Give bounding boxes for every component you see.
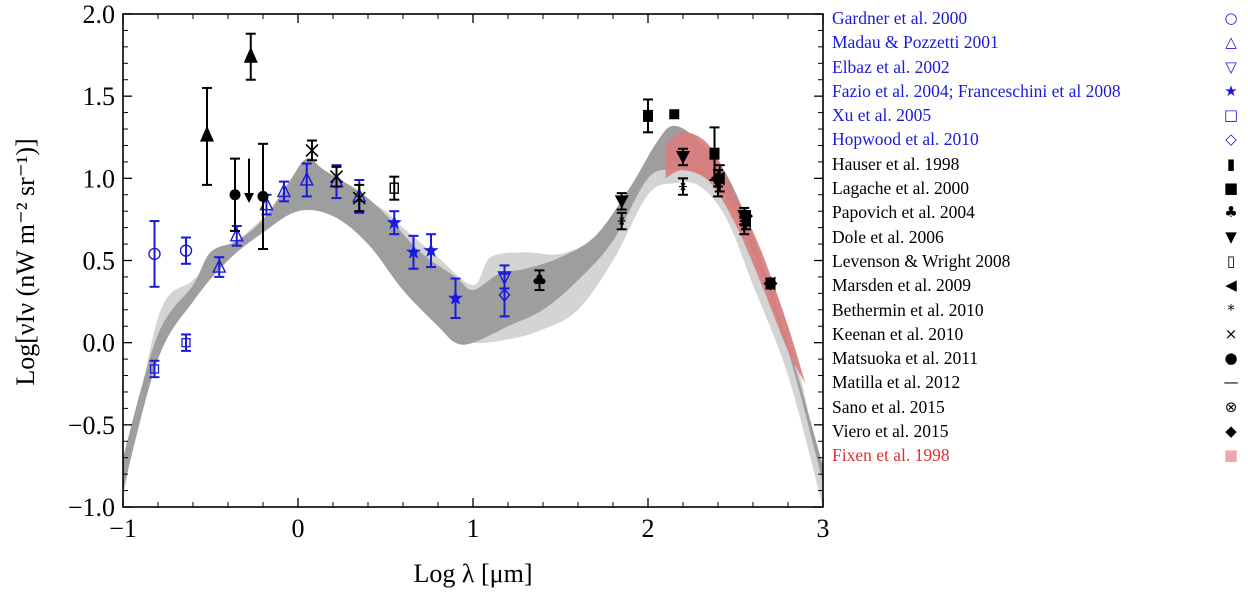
- legend-label: Viero et al. 2015: [832, 421, 949, 441]
- upper-limit-point: [200, 88, 214, 185]
- legend-symbol-icon: ▽: [1218, 55, 1244, 79]
- data-point: [669, 109, 679, 119]
- marker-triangle-up: [200, 126, 214, 142]
- legend-item: Levenson & Wright 2008 ▯: [832, 249, 1244, 273]
- legend-symbol-icon: ⊗: [1218, 395, 1244, 419]
- legend-symbol-icon: ○: [1218, 6, 1244, 30]
- legend-item: Matsuoka et al. 2011 ●: [832, 346, 1244, 370]
- legend-symbol-icon: ♣: [1218, 200, 1244, 224]
- legend: Gardner et al. 2000 ○ Madau & Pozzetti 200…: [832, 6, 1244, 468]
- data-point: [181, 334, 191, 350]
- data-point: [643, 99, 653, 132]
- legend-symbol-icon: ×: [1218, 322, 1244, 346]
- x-tick-label: 2: [642, 514, 655, 543]
- legend-label: Matilla et al. 2012: [832, 372, 960, 392]
- data-point: [149, 221, 160, 287]
- legend-item: Dole et al. 2006 ▼: [832, 225, 1244, 249]
- legend-symbol-icon: ▮: [1218, 152, 1244, 176]
- legend-item: Fixen et al. 1998 ■: [832, 443, 1244, 467]
- marker-rect-tall: [643, 110, 653, 122]
- legend-item: Hopwood et al. 2010 ◇: [832, 127, 1244, 151]
- legend-item: Matilla et al. 2012 —: [832, 370, 1244, 394]
- legend-symbol-icon: ◀: [1218, 273, 1244, 297]
- legend-symbol-icon: ■: [1218, 176, 1244, 200]
- data-point: [181, 237, 192, 263]
- y-tick-label: 0.0: [83, 329, 116, 358]
- marker-rect-tall: [710, 148, 720, 160]
- legend-item: Bethermin et al. 2010 *: [832, 298, 1244, 322]
- legend-symbol-icon: ★: [1218, 79, 1244, 103]
- legend-label: Elbaz et al. 2002: [832, 57, 950, 77]
- legend-item: Gardner et al. 2000 ○: [832, 6, 1244, 30]
- legend-label: Bethermin et al. 2010: [832, 300, 984, 320]
- legend-label: Keenan et al. 2010: [832, 324, 963, 344]
- y-tick-label: −1.0: [68, 493, 115, 522]
- legend-item: Keenan et al. 2010 ×: [832, 322, 1244, 346]
- y-tick-label: 1.0: [83, 164, 116, 193]
- legend-item: Fazio et al. 2004; Franceschini et al 20…: [832, 79, 1244, 103]
- y-tick-label: 1.5: [83, 82, 116, 111]
- x-axis-title: Log λ [μm]: [414, 559, 533, 588]
- legend-item: Papovich et al. 2004 ♣: [832, 200, 1244, 224]
- legend-label: Sano et al. 2015: [832, 397, 945, 417]
- legend-symbol-icon: ●: [1218, 346, 1244, 370]
- legend-symbol-icon: □: [1218, 103, 1244, 127]
- legend-symbol-icon: —: [1218, 370, 1244, 394]
- upper-limit-point: [244, 34, 258, 80]
- legend-symbol-icon: ▯: [1218, 249, 1244, 273]
- legend-item: Viero et al. 2015 ◆: [832, 419, 1244, 443]
- marker-circle-filled: [258, 191, 269, 202]
- legend-label: Lagache et al. 2000: [832, 178, 969, 198]
- legend-label: Fixen et al. 1998: [832, 445, 950, 465]
- upper-limit-point: [244, 159, 254, 203]
- limit-arrow-head: [244, 193, 254, 203]
- legend-label: Hauser et al. 1998: [832, 154, 959, 174]
- x-tick-label: 3: [817, 514, 830, 543]
- legend-symbol-icon: ◆: [1218, 419, 1244, 443]
- legend-symbol-icon: ◇: [1218, 127, 1244, 151]
- legend-item: Sano et al. 2015 ⊗: [832, 395, 1244, 419]
- data-point: [739, 209, 753, 223]
- legend-symbol-icon: △: [1218, 30, 1244, 54]
- legend-symbol-icon: ▼: [1218, 225, 1244, 249]
- legend-item: Madau & Pozzetti 2001 △: [832, 30, 1244, 54]
- data-point: [389, 177, 399, 200]
- legend-item: Xu et al. 2005 □: [832, 103, 1244, 127]
- y-tick-label: 0.5: [83, 247, 116, 276]
- legend-label: Dole et al. 2006: [832, 227, 944, 247]
- legend-item: Hauser et al. 1998 ▮: [832, 152, 1244, 176]
- legend-item: Elbaz et al. 2002 ▽: [832, 55, 1244, 79]
- legend-label: Matsuoka et al. 2011: [832, 348, 978, 368]
- y-axis-title: Log[νIν (nW m⁻² sr⁻¹)]: [11, 138, 40, 385]
- x-tick-label: 0: [292, 514, 305, 543]
- legend-symbol-icon: *: [1218, 298, 1244, 322]
- y-tick-label: −0.5: [68, 411, 115, 440]
- legend-label: Madau & Pozzetti 2001: [832, 32, 999, 52]
- data-point: [306, 141, 318, 161]
- legend-symbol-icon: ■: [1218, 443, 1244, 467]
- legend-label: Levenson & Wright 2008: [832, 251, 1010, 271]
- legend-label: Papovich et al. 2004: [832, 202, 975, 222]
- data-point: [230, 159, 241, 231]
- legend-label: Hopwood et al. 2010: [832, 129, 979, 149]
- legend-item: Lagache et al. 2000 ■: [832, 176, 1244, 200]
- marker-circle-filled: [230, 189, 241, 200]
- legend-label: Fazio et al. 2004; Franceschini et al 20…: [832, 81, 1121, 101]
- x-tick-label: 1: [467, 514, 480, 543]
- legend-label: Gardner et al. 2000: [832, 8, 967, 28]
- legend-item: Marsden et al. 2009 ◀: [832, 273, 1244, 297]
- marker-triangle-up: [244, 47, 258, 63]
- legend-label: Marsden et al. 2009: [832, 275, 971, 295]
- legend-label: Xu et al. 2005: [832, 105, 931, 125]
- y-tick-label: 2.0: [83, 0, 116, 29]
- chart-svg: −1 0 1 2 3 −1.0 −0.5 0.0 0.5 1.0 1.5 2.0 Log λ [μm]…: [0, 0, 830, 593]
- marker-square-filled: [669, 109, 679, 119]
- marker-club: [539, 281, 541, 287]
